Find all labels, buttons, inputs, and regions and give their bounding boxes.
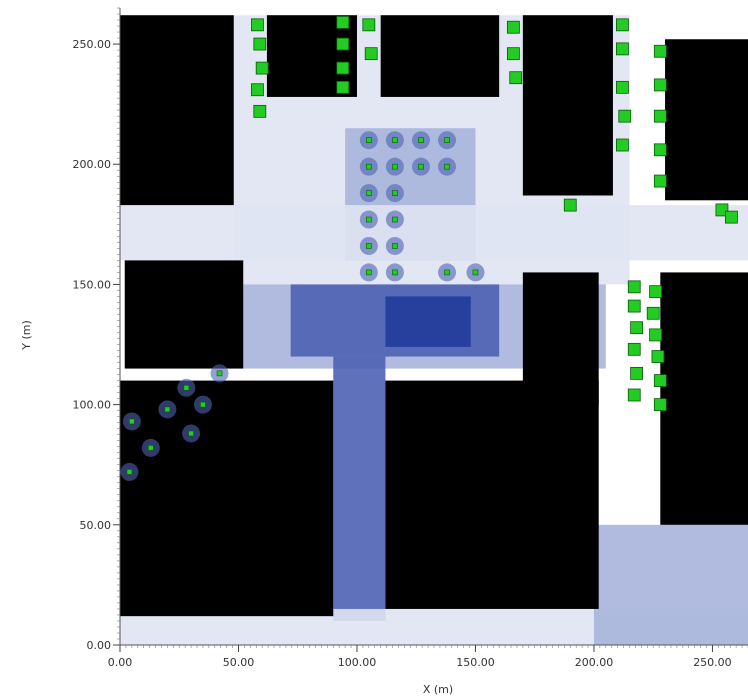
- tree: [647, 307, 659, 319]
- small-tree: [127, 469, 132, 474]
- tree: [564, 199, 576, 211]
- building: [120, 15, 234, 205]
- small-tree: [392, 217, 397, 222]
- tree: [654, 79, 666, 91]
- tree: [363, 19, 375, 31]
- tree: [254, 105, 266, 117]
- building: [665, 39, 748, 200]
- tree: [365, 48, 377, 60]
- y-tick-label: 100.00: [73, 399, 112, 412]
- small-tree: [392, 164, 397, 169]
- small-tree: [392, 243, 397, 248]
- small-tree: [445, 164, 450, 169]
- small-tree: [366, 164, 371, 169]
- small-tree: [200, 402, 205, 407]
- x-tick-label: 250.00: [693, 656, 732, 669]
- tree: [654, 110, 666, 122]
- tree: [631, 322, 643, 334]
- x-tick-label: 100.00: [338, 656, 377, 669]
- tree: [251, 84, 263, 96]
- tree: [507, 21, 519, 33]
- small-tree: [418, 138, 423, 143]
- tree: [725, 211, 737, 223]
- small-tree: [217, 371, 222, 376]
- tree: [654, 144, 666, 156]
- small-tree: [189, 431, 194, 436]
- building: [660, 272, 748, 524]
- small-tree: [392, 191, 397, 196]
- small-tree: [165, 407, 170, 412]
- tree: [654, 375, 666, 387]
- tree: [654, 45, 666, 57]
- small-tree: [366, 191, 371, 196]
- tree: [337, 38, 349, 50]
- tree: [654, 399, 666, 411]
- x-axis-title: X (m): [423, 683, 453, 696]
- tree: [628, 300, 640, 312]
- shade-zone: [385, 296, 470, 346]
- tree: [337, 16, 349, 28]
- tree: [616, 19, 628, 31]
- tree: [650, 329, 662, 341]
- small-tree: [445, 138, 450, 143]
- building: [125, 260, 243, 368]
- small-tree: [366, 217, 371, 222]
- small-tree: [184, 385, 189, 390]
- tree: [616, 81, 628, 93]
- shade-zone: [333, 357, 385, 621]
- tree: [337, 62, 349, 74]
- tree: [628, 281, 640, 293]
- small-tree: [392, 270, 397, 275]
- tree: [628, 389, 640, 401]
- building: [381, 15, 499, 97]
- tree: [628, 343, 640, 355]
- tree: [652, 351, 664, 363]
- small-tree: [392, 138, 397, 143]
- tree: [619, 110, 631, 122]
- x-tick-label: 200.00: [575, 656, 614, 669]
- tree: [510, 72, 522, 84]
- building: [385, 381, 598, 609]
- small-tree: [445, 270, 450, 275]
- tree: [616, 139, 628, 151]
- y-tick-label: 0.00: [87, 639, 112, 652]
- y-tick-label: 50.00: [80, 519, 112, 532]
- y-axis-title: Y (m): [20, 320, 33, 351]
- building: [120, 381, 333, 617]
- small-tree: [473, 270, 478, 275]
- shade-zone: [120, 205, 748, 260]
- small-tree: [366, 138, 371, 143]
- tree: [616, 43, 628, 55]
- x-tick-label: 0.00: [108, 656, 133, 669]
- y-tick-label: 250.00: [73, 38, 112, 51]
- small-tree: [148, 445, 153, 450]
- small-tree: [366, 270, 371, 275]
- building: [523, 15, 613, 195]
- small-tree: [366, 243, 371, 248]
- tree: [254, 38, 266, 50]
- y-tick-label: 150.00: [73, 278, 112, 291]
- small-tree: [129, 419, 134, 424]
- tree: [654, 175, 666, 187]
- small-tree: [418, 164, 423, 169]
- x-tick-label: 50.00: [223, 656, 255, 669]
- shade-zone: [594, 525, 748, 645]
- x-tick-label: 150.00: [456, 656, 495, 669]
- y-tick-label: 200.00: [73, 158, 112, 171]
- tree: [631, 367, 643, 379]
- tree: [256, 62, 268, 74]
- tree: [507, 48, 519, 60]
- tree: [337, 81, 349, 93]
- tree: [650, 286, 662, 298]
- tree: [251, 19, 263, 31]
